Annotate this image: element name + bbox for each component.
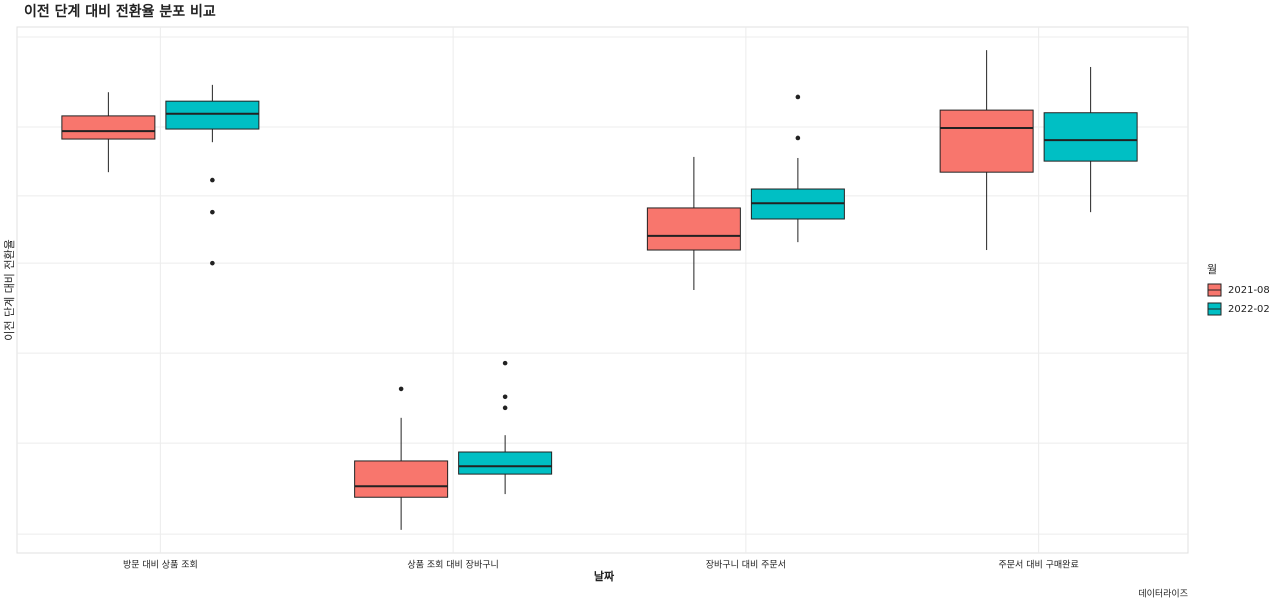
legend-label: 2022-02 bbox=[1228, 304, 1270, 315]
outlier bbox=[210, 177, 215, 183]
caption: 데이터라이즈 bbox=[1138, 589, 1188, 600]
x-tick-label: 장바구니 대비 주문서 bbox=[706, 560, 786, 571]
x-axis-label: 날짜 bbox=[594, 569, 615, 583]
outlier bbox=[502, 405, 508, 411]
x-tick-label: 상품 조회 대비 장바구니 bbox=[407, 560, 498, 571]
box bbox=[1043, 112, 1138, 162]
y-axis-label: 이전 단계 대비 전환율 bbox=[3, 239, 16, 341]
box bbox=[939, 109, 1034, 173]
box bbox=[646, 207, 741, 251]
legend-title: 월 bbox=[1207, 263, 1217, 276]
outlier bbox=[502, 394, 508, 400]
box bbox=[354, 460, 449, 498]
outlier bbox=[210, 209, 215, 215]
box bbox=[61, 115, 156, 140]
outlier bbox=[795, 135, 801, 141]
legend-label: 2021-08 bbox=[1228, 285, 1270, 296]
outlier bbox=[398, 386, 404, 392]
outlier bbox=[502, 360, 508, 366]
outlier bbox=[210, 260, 215, 266]
x-tick-label: 주문서 대비 구매완료 bbox=[999, 560, 1079, 571]
box bbox=[165, 100, 260, 130]
box bbox=[458, 451, 553, 475]
chart-title: 이전 단계 대비 전환율 분포 비교 bbox=[24, 3, 216, 20]
x-tick-label: 방문 대비 상품 조회 bbox=[123, 560, 198, 571]
plot-border bbox=[16, 26, 1189, 554]
outlier bbox=[795, 94, 801, 100]
